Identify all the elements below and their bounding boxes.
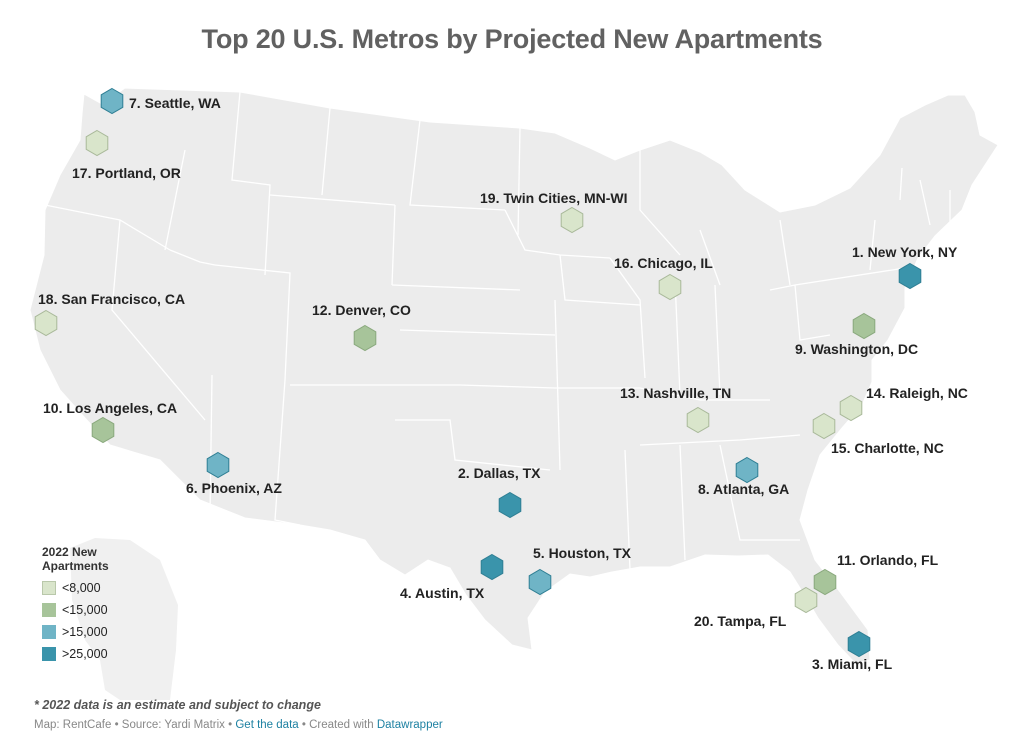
metro-marker[interactable] <box>794 586 818 614</box>
legend-label-lt8k: <8,000 <box>62 581 101 595</box>
credit-source: Source: Yardi Matrix <box>121 719 225 731</box>
legend-label-lt15k: <15,000 <box>62 603 108 617</box>
metro-markers <box>34 87 922 658</box>
metro-marker[interactable] <box>100 87 124 115</box>
metro-marker[interactable] <box>686 406 710 434</box>
metro-label: 14. Raleigh, NC <box>866 385 968 401</box>
metro-label: 20. Tampa, FL <box>694 613 787 629</box>
credit-separator: • <box>114 719 119 731</box>
get-the-data-link[interactable]: Get the data <box>235 719 299 731</box>
legend-item-lt8k: <8,000 <box>42 577 132 599</box>
metro-label: 3. Miami, FL <box>812 656 893 672</box>
legend-item-gt15k: >15,000 <box>42 621 132 643</box>
metro-label: 15. Charlotte, NC <box>831 440 944 456</box>
metro-label: 4. Austin, TX <box>400 585 485 601</box>
legend-swatch-gt25k <box>42 647 56 661</box>
footnote: * 2022 data is an estimate and subject t… <box>34 698 321 712</box>
metro-marker[interactable] <box>852 312 876 340</box>
credit-created-with: Created with <box>309 719 374 731</box>
legend-swatch-gt15k <box>42 625 56 639</box>
credit-separator: • <box>228 719 233 731</box>
metro-label: 19. Twin Cities, MN-WI <box>480 190 628 206</box>
metro-label: 9. Washington, DC <box>795 341 918 357</box>
page-title: Top 20 U.S. Metros by Projected New Apar… <box>201 24 823 54</box>
legend-item-gt25k: >25,000 <box>42 643 132 665</box>
metro-marker[interactable] <box>847 630 871 658</box>
metro-label: 7. Seattle, WA <box>129 95 221 111</box>
metro-label: 16. Chicago, IL <box>614 255 713 271</box>
metro-marker[interactable] <box>658 273 682 301</box>
legend-swatch-lt8k <box>42 581 56 595</box>
metro-marker[interactable] <box>353 324 377 352</box>
metro-label: 2. Dallas, TX <box>458 465 541 481</box>
contiguous-us-shape <box>29 87 999 664</box>
legend-label-gt15k: >15,000 <box>62 625 108 639</box>
metro-label: 10. Los Angeles, CA <box>43 400 177 416</box>
metro-marker[interactable] <box>812 412 836 440</box>
metro-marker[interactable] <box>34 309 58 337</box>
metro-label: 17. Portland, OR <box>72 165 181 181</box>
metro-label: 18. San Francisco, CA <box>38 291 185 307</box>
metro-marker[interactable] <box>560 206 584 234</box>
legend-swatch-lt15k <box>42 603 56 617</box>
metro-label: 12. Denver, CO <box>312 302 411 318</box>
legend-label-gt25k: >25,000 <box>62 647 108 661</box>
metro-marker[interactable] <box>85 129 109 157</box>
state-boundaries <box>44 91 951 571</box>
metro-marker[interactable] <box>735 456 759 484</box>
legend-item-lt15k: <15,000 <box>42 599 132 621</box>
metro-marker[interactable] <box>898 262 922 290</box>
metro-labels: 1. New York, NY 2. Dallas, TX 3. Miami, FL… <box>38 95 968 672</box>
credit-map: Map: RentCafe <box>34 719 112 731</box>
metro-marker[interactable] <box>528 568 552 596</box>
datawrapper-link[interactable]: Datawrapper <box>376 719 443 731</box>
metro-marker[interactable] <box>813 568 837 596</box>
metro-marker[interactable] <box>498 491 522 519</box>
metro-marker[interactable] <box>839 394 863 422</box>
credit-separator: • <box>301 719 306 731</box>
credits: Map: RentCafe • Source: Yardi Matrix • G… <box>34 719 443 731</box>
metro-label: 5. Houston, TX <box>533 545 632 561</box>
metro-label: 8. Atlanta, GA <box>698 481 789 497</box>
alaska-shape <box>70 538 178 700</box>
metro-label: 11. Orlando, FL <box>837 552 939 568</box>
legend-title: 2022 New Apartments <box>42 545 109 573</box>
legend: 2022 New Apartments <8,000 <15,000 >15,0… <box>42 545 132 665</box>
metro-marker[interactable] <box>206 451 230 479</box>
metro-marker[interactable] <box>480 553 504 581</box>
metro-label: 13. Nashville, TN <box>620 385 731 401</box>
metro-marker[interactable] <box>91 416 115 444</box>
metro-label: 6. Phoenix, AZ <box>186 480 282 496</box>
metro-label: 1. New York, NY <box>852 244 958 260</box>
